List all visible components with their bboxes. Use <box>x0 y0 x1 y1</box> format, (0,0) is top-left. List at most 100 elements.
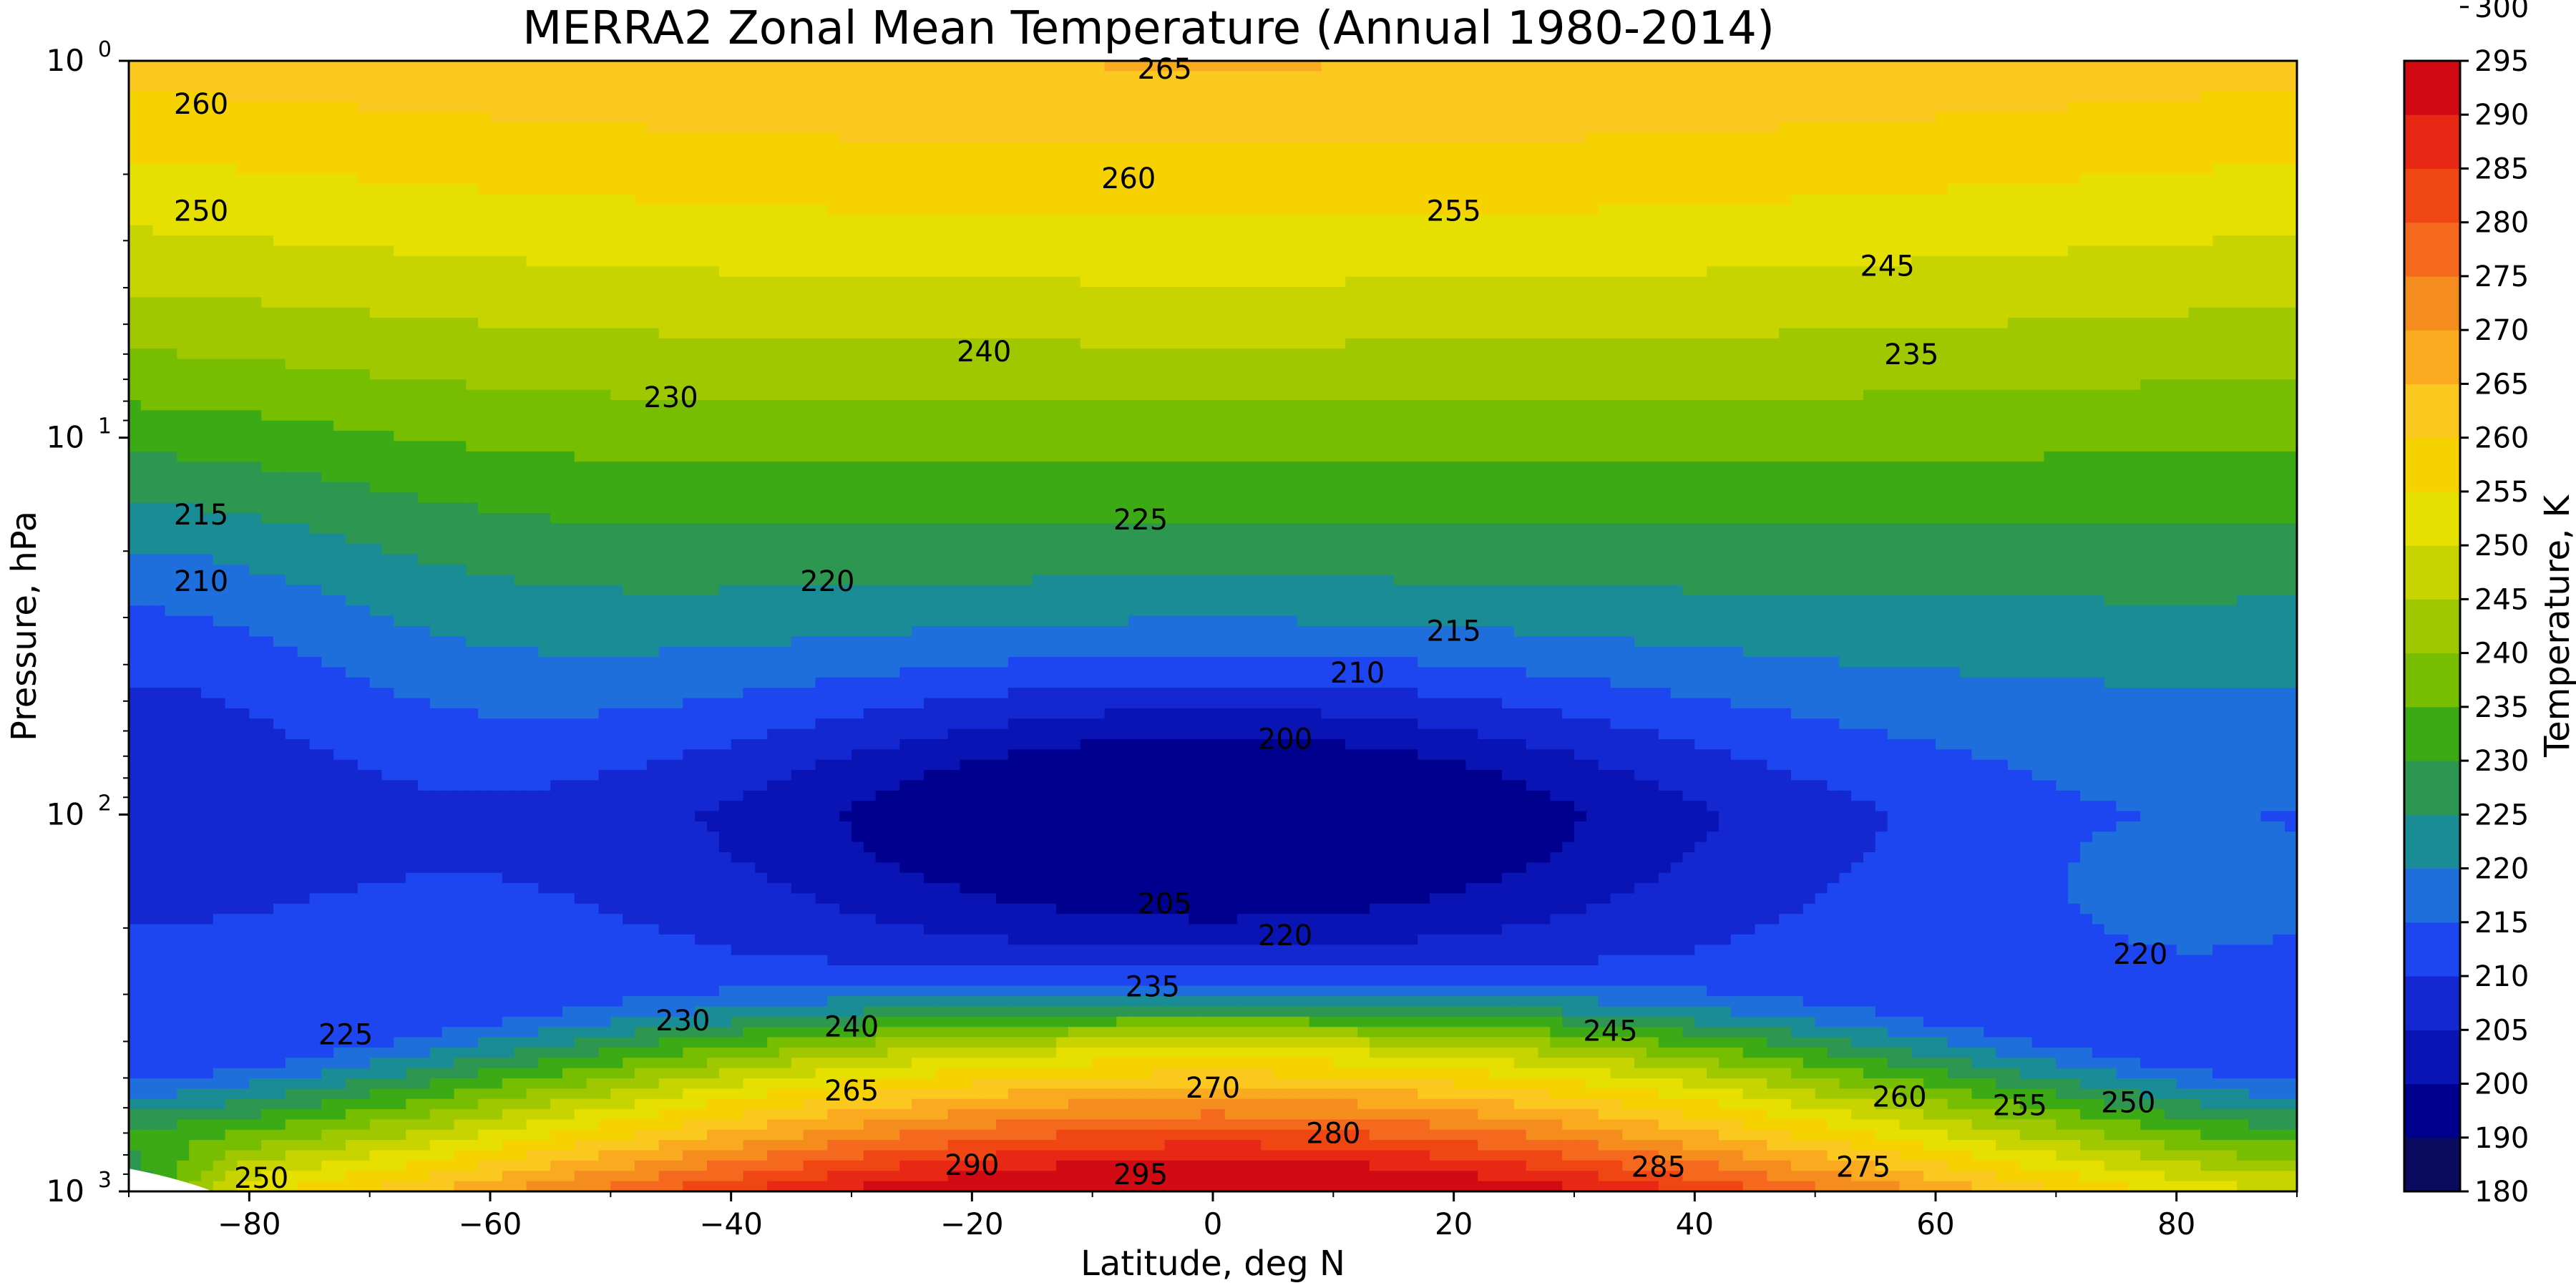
temperature-cell <box>249 338 262 349</box>
temperature-cell <box>2285 266 2297 278</box>
temperature-cell <box>779 205 792 216</box>
temperature-cell <box>1923 174 1936 185</box>
temperature-cell <box>1887 205 1901 216</box>
temperature-cell <box>1513 287 1527 298</box>
temperature-cell <box>129 266 142 278</box>
temperature-cell <box>731 92 744 103</box>
temperature-cell <box>984 215 997 226</box>
temperature-cell <box>1815 184 1828 195</box>
temperature-cell <box>1634 81 1647 92</box>
temperature-cell <box>490 81 503 92</box>
temperature-cell <box>1478 153 1491 165</box>
temperature-cell <box>189 205 202 216</box>
temperature-cell <box>1224 297 1238 308</box>
temperature-cell <box>1899 163 1912 175</box>
temperature-cell <box>466 142 479 154</box>
temperature-cell <box>2104 255 2117 267</box>
temperature-cell <box>1682 184 1695 195</box>
temperature-cell <box>441 245 455 257</box>
temperature-cell <box>1538 132 1551 144</box>
temperature-cell <box>1767 255 1780 267</box>
temperature-cell <box>1478 297 1491 308</box>
temperature-cell <box>1911 205 1924 216</box>
temperature-cell <box>1610 318 1623 329</box>
temperature-cell <box>478 205 491 216</box>
temperature-cell <box>683 132 696 144</box>
temperature-cell <box>321 194 334 205</box>
temperature-cell <box>1646 255 1659 267</box>
temperature-cell <box>658 328 672 339</box>
temperature-cell <box>1670 235 1684 247</box>
temperature-cell <box>1779 215 1792 226</box>
temperature-cell <box>1598 112 1611 123</box>
temperature-cell <box>297 61 311 72</box>
temperature-cell <box>1032 328 1045 339</box>
temperature-cell <box>1827 266 1840 278</box>
temperature-cell <box>586 184 600 195</box>
temperature-cell <box>1189 307 1201 318</box>
temperature-cell <box>1333 235 1346 247</box>
temperature-cell <box>1802 255 1816 267</box>
temperature-cell <box>743 235 756 247</box>
temperature-cell <box>972 132 985 144</box>
temperature-cell <box>418 276 431 288</box>
temperature-cell <box>1213 255 1226 267</box>
temperature-cell <box>996 92 1009 103</box>
temperature-cell <box>1923 215 1936 226</box>
temperature-cell <box>1802 266 1816 278</box>
temperature-cell <box>514 163 527 175</box>
temperature-cell <box>1971 328 1984 339</box>
temperature-cell <box>2260 71 2273 82</box>
temperature-cell <box>502 184 515 195</box>
temperature-cell <box>189 255 202 267</box>
temperature-cell <box>1164 338 1178 349</box>
temperature-cell <box>1465 163 1478 175</box>
temperature-cell <box>1562 174 1575 185</box>
temperature-cell <box>2092 102 2105 113</box>
temperature-cell <box>2285 174 2297 185</box>
temperature-cell <box>1068 163 1081 175</box>
temperature-cell <box>1405 225 1418 236</box>
temperature-cell <box>947 194 961 205</box>
temperature-cell <box>140 174 154 185</box>
temperature-cell <box>1490 205 1503 216</box>
temperature-cell <box>1224 215 1238 226</box>
temperature-cell <box>418 245 431 257</box>
temperature-cell <box>309 276 322 288</box>
temperature-cell <box>2092 215 2105 226</box>
temperature-cell <box>1959 255 1973 267</box>
temperature-cell <box>1767 328 1780 339</box>
temperature-cell <box>201 122 214 134</box>
temperature-cell <box>333 307 346 318</box>
temperature-cell <box>297 102 311 113</box>
temperature-cell <box>1839 81 1852 92</box>
temperature-cell <box>1634 122 1647 134</box>
temperature-cell <box>1875 81 1888 92</box>
temperature-cell <box>960 205 972 216</box>
temperature-cell <box>1959 287 1973 298</box>
temperature-cell <box>1502 307 1515 318</box>
temperature-cell <box>731 235 744 247</box>
temperature-cell <box>1984 92 1996 103</box>
temperature-cell <box>1646 81 1659 92</box>
temperature-cell <box>1393 266 1406 278</box>
temperature-cell <box>1249 307 1262 318</box>
temperature-cell <box>2225 174 2238 185</box>
temperature-cell <box>346 276 358 288</box>
temperature-cell <box>1321 184 1334 195</box>
temperature-cell <box>1465 194 1478 205</box>
temperature-cell <box>815 184 828 195</box>
temperature-cell <box>2212 255 2225 267</box>
temperature-cell <box>960 266 972 278</box>
temperature-cell <box>1827 225 1840 236</box>
temperature-cell <box>2176 122 2190 134</box>
temperature-cell <box>309 194 322 205</box>
temperature-cell <box>1128 112 1141 123</box>
temperature-cell <box>1538 255 1551 267</box>
temperature-cell <box>1634 174 1647 185</box>
temperature-cell <box>779 297 792 308</box>
temperature-cell <box>129 163 142 175</box>
temperature-cell <box>2068 184 2081 195</box>
temperature-cell <box>2152 215 2165 226</box>
temperature-cell <box>912 92 924 103</box>
